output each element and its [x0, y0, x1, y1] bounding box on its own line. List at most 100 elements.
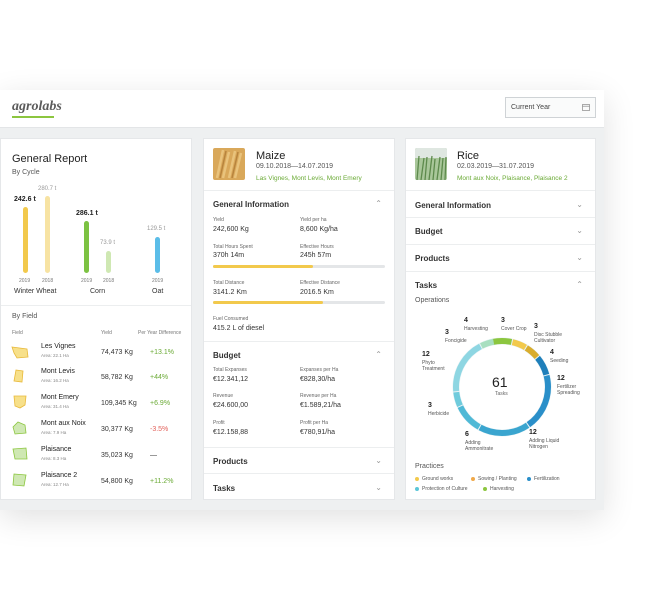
report-title: General Report: [12, 153, 88, 165]
maize-dates: 09.10.2018—14.07.2019: [256, 163, 334, 170]
hours-progress: [213, 265, 385, 268]
calendar-icon: [582, 104, 590, 111]
op-label: Cover Crop: [501, 326, 527, 332]
field-name: Mont Levis: [41, 368, 75, 375]
field-area: Area: 31.4 Ha: [41, 404, 69, 409]
donut-segment-phyto[interactable]: [453, 338, 551, 436]
col-yield: Yield: [101, 330, 112, 336]
yield-ha-label: Yield per ha: [300, 217, 327, 223]
wheat-2019-bar[interactable]: [23, 207, 28, 273]
maize-budget-header[interactable]: Budget ⌃: [204, 341, 394, 366]
chevron-down-icon: ⌄: [576, 226, 583, 235]
legend-dot: [483, 486, 487, 491]
legend-label: Sowing / Planting: [478, 476, 517, 482]
app-logo[interactable]: agrolabs: [12, 99, 62, 118]
hours-value: 370h 14m: [213, 252, 245, 259]
legend-label: Harvesting: [490, 486, 514, 492]
legend-label: Ground works: [422, 476, 454, 482]
rice-dates: 02.03.2019—31.07.2019: [457, 163, 535, 170]
wheat-2019-value: 242.6 t: [14, 196, 36, 203]
yield-value: 242,600 Kg: [213, 226, 249, 233]
corn-2018-bar[interactable]: [106, 251, 111, 273]
corn-2018-value: 73.9 t: [100, 240, 116, 246]
legend-dot: [415, 476, 419, 481]
legend-item: Harvesting: [483, 486, 514, 492]
field-diff: +13.1%: [150, 349, 174, 356]
legend-label: Fertilization: [534, 476, 560, 482]
op-label: Adding Liquid Nitrogen: [529, 438, 560, 450]
maize-products-header[interactable]: Products ⌄: [204, 447, 394, 474]
distance-label: Total Distance: [213, 280, 245, 286]
corn-2019-value: 286.1 t: [76, 210, 98, 217]
maize-tasks-header[interactable]: Tasks ⌄: [204, 473, 394, 500]
chevron-down-icon: ⌄: [576, 200, 583, 209]
field-area: Area: 22.1 Ha: [41, 353, 69, 358]
top-bar: agrolabs Current Year: [0, 90, 604, 128]
chevron-down-icon: ⌄: [576, 253, 583, 262]
maize-thumbnail: [213, 148, 245, 180]
oat-2019-bar[interactable]: [155, 237, 160, 273]
donut-segment-harvesting[interactable]: [453, 338, 551, 436]
corn-2019-bar[interactable]: [84, 221, 89, 273]
section-label: Budget: [213, 351, 241, 360]
eff-distance-label: Effective Distance: [300, 280, 340, 286]
legend-dot: [527, 476, 531, 481]
fuel-label: Fuel Consumed: [213, 316, 249, 322]
field-diff: +11.2%: [150, 478, 174, 485]
field-name: Mont Emery: [41, 394, 79, 401]
op-label: Adding Ammonitrate: [465, 440, 494, 452]
rice-general-info-header[interactable]: General Information ⌄: [406, 190, 595, 218]
rev-ha-value: €1.589,21/ha: [300, 402, 341, 409]
section-label: Budget: [415, 227, 443, 236]
field-name: Mont aux Noix: [41, 420, 86, 427]
dashboard-window: agrolabs Current Year General Report By …: [0, 90, 604, 510]
exp-label: Total Expanses: [213, 367, 247, 373]
rice-locations: Mont aux Noix, Plaisance, Plaisance 2: [457, 175, 568, 182]
chevron-down-icon: ⌄: [375, 483, 382, 492]
oat-year-a: 2019: [152, 278, 164, 284]
maize-locations: Las Vignes, Mont Levis, Mont Emery: [256, 175, 362, 182]
op-count: 6: [465, 431, 469, 438]
section-label: General Information: [415, 201, 492, 210]
field-area: Area: 8.3 Ha: [41, 456, 67, 461]
field-yield: 74,473 Kg: [101, 349, 133, 356]
operations-donut-chart[interactable]: [450, 335, 554, 439]
op-count: 12: [557, 375, 565, 382]
exp-ha-label: Expanses per Ha: [300, 367, 339, 373]
yield-label: Yield: [213, 217, 224, 223]
field-area: Area: 16.2 Ha: [41, 378, 69, 383]
op-label: Phyto Treatment: [422, 360, 445, 372]
oat-2019-value: 129.5 t: [147, 226, 166, 232]
op-label: Foncigide: [445, 338, 467, 344]
oat-label: Oat: [152, 288, 164, 295]
rice-tasks-header[interactable]: Tasks ⌃: [406, 271, 595, 294]
rev-label: Revenue: [213, 393, 234, 399]
field-shape-icon: [11, 346, 29, 359]
op-count: 4: [464, 317, 468, 324]
eff-distance-value: 2016.5 Km: [300, 289, 334, 296]
practices-label: Practices: [415, 463, 444, 470]
op-count: 3: [534, 323, 538, 330]
field-name: Plaisance 2: [41, 472, 78, 479]
chevron-down-icon: ⌄: [375, 456, 382, 465]
corn-year-a: 2019: [81, 278, 93, 284]
cycle-select[interactable]: Current Year: [505, 97, 596, 118]
rice-card: Rice 02.03.2019—31.07.2019 Mont aux Noix…: [405, 138, 596, 500]
legend-item: Sowing / Planting: [471, 476, 517, 482]
maize-general-info-header[interactable]: General Information ⌃: [204, 190, 394, 216]
rice-products-header[interactable]: Products ⌄: [406, 244, 595, 272]
distance-value: 3141.2 Km: [213, 289, 247, 296]
donut-segment-liquid-nitrogen[interactable]: [453, 338, 551, 436]
chevron-up-icon: ⌃: [375, 199, 382, 208]
legend-dot: [415, 486, 419, 491]
donut-segment-fertilizer[interactable]: [453, 338, 551, 436]
field-diff: +44%: [150, 374, 169, 381]
wheat-2018-bar[interactable]: [45, 196, 50, 273]
corn-label: Corn: [90, 288, 106, 295]
legend-label: Protection of Culture: [422, 486, 468, 492]
logo-text: agrolabs: [12, 99, 62, 114]
col-field: Field: [12, 330, 23, 336]
maize-card: Maize 09.10.2018—14.07.2019 Las Vignes, …: [203, 138, 395, 500]
rice-budget-header[interactable]: Budget ⌄: [406, 217, 595, 245]
exp-value: €12.341,12: [213, 376, 249, 383]
